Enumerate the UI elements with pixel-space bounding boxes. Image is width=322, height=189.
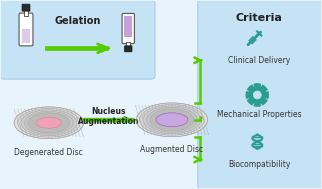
Text: Criteria: Criteria <box>236 13 283 23</box>
FancyBboxPatch shape <box>198 0 322 189</box>
Ellipse shape <box>156 113 188 127</box>
Bar <box>125 16 132 37</box>
Ellipse shape <box>14 107 84 139</box>
Ellipse shape <box>143 106 201 134</box>
Ellipse shape <box>150 109 194 131</box>
Text: Clinical Delivery: Clinical Delivery <box>228 56 290 65</box>
FancyBboxPatch shape <box>0 0 155 79</box>
Text: Mechanical Properties: Mechanical Properties <box>217 110 302 119</box>
Bar <box>126 42 130 47</box>
Ellipse shape <box>147 107 197 132</box>
Ellipse shape <box>140 105 204 135</box>
Text: Augmented Disc: Augmented Disc <box>140 145 204 154</box>
FancyBboxPatch shape <box>19 13 33 46</box>
Circle shape <box>253 91 261 99</box>
Ellipse shape <box>24 111 73 134</box>
Text: Degenerated Disc: Degenerated Disc <box>14 148 83 157</box>
Ellipse shape <box>36 117 62 128</box>
Bar <box>22 29 30 43</box>
FancyBboxPatch shape <box>125 46 132 52</box>
FancyBboxPatch shape <box>122 13 134 44</box>
Polygon shape <box>246 84 269 106</box>
Ellipse shape <box>18 108 80 137</box>
Bar <box>24 10 28 15</box>
Text: Gelation: Gelation <box>54 15 101 26</box>
Ellipse shape <box>21 110 77 136</box>
FancyBboxPatch shape <box>22 4 30 11</box>
Text: Nucleus
Augmentation: Nucleus Augmentation <box>78 107 139 126</box>
Ellipse shape <box>136 103 208 137</box>
Ellipse shape <box>28 113 70 133</box>
Text: Biocompatibility: Biocompatibility <box>228 160 290 169</box>
